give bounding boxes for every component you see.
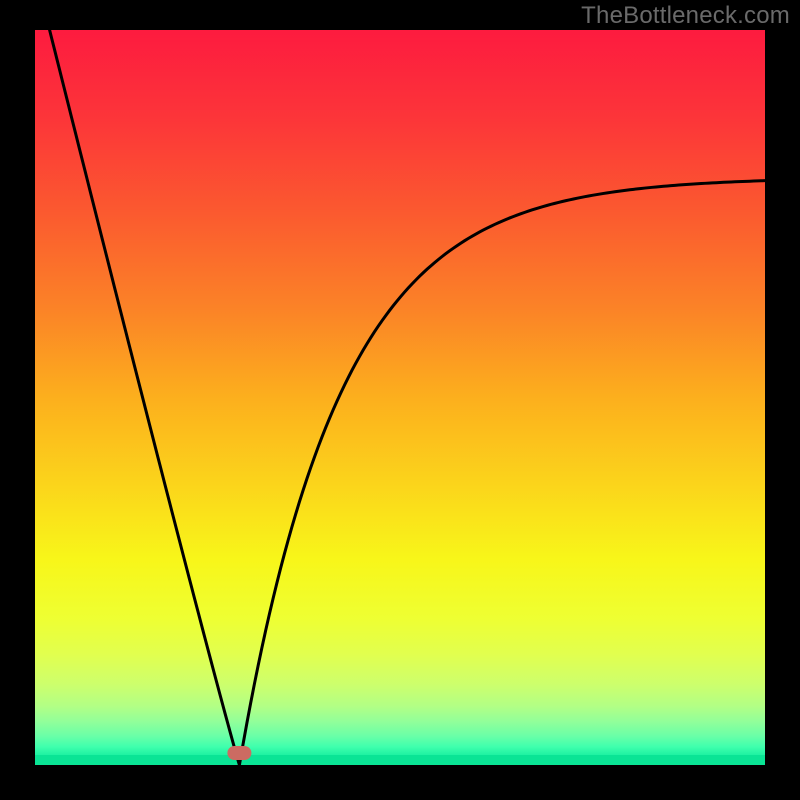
bottom-green-band <box>35 755 765 765</box>
gradient-background <box>35 30 765 765</box>
vertex-marker <box>227 746 251 760</box>
chart-stage: TheBottleneck.com <box>0 0 800 800</box>
plot-area <box>35 30 765 765</box>
watermark-text: TheBottleneck.com <box>581 2 790 30</box>
plot-svg <box>35 30 765 765</box>
